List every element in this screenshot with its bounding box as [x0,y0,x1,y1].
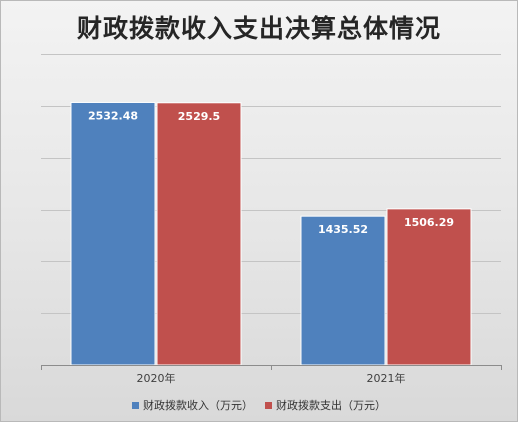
bar-expense-2 [386,208,472,366]
legend: 财政拨款收入（万元） 财政拨款支出（万元） [1,397,517,413]
legend-label-expense: 财政拨款支出（万元） [276,399,386,412]
legend-item-income: 财政拨款收入（万元） [132,397,253,413]
x-tick-label-1: 2020年 [137,371,176,385]
legend-label-income: 财政拨款收入（万元） [143,399,253,412]
data-label-expense-2: 1506.29 [404,216,454,229]
bar-income-1 [70,101,156,366]
legend-item-expense: 财政拨款支出（万元） [265,397,386,413]
legend-swatch-income [132,401,139,409]
data-label-income-1: 2532.48 [88,109,138,122]
legend-swatch-expense [265,401,272,409]
bar-expense-1 [156,102,242,366]
data-label-expense-1: 2529.5 [178,110,220,123]
x-tick-label-2: 2021年 [367,371,406,385]
plot-area: 2532.48 2529.5 1435.52 1506.29 2020年 2021年 [41,54,502,385]
data-label-income-2: 1435.52 [318,223,368,236]
bar-income-2 [300,215,386,366]
chart-title: 财政拨款收入支出决算总体情况 [76,14,441,43]
